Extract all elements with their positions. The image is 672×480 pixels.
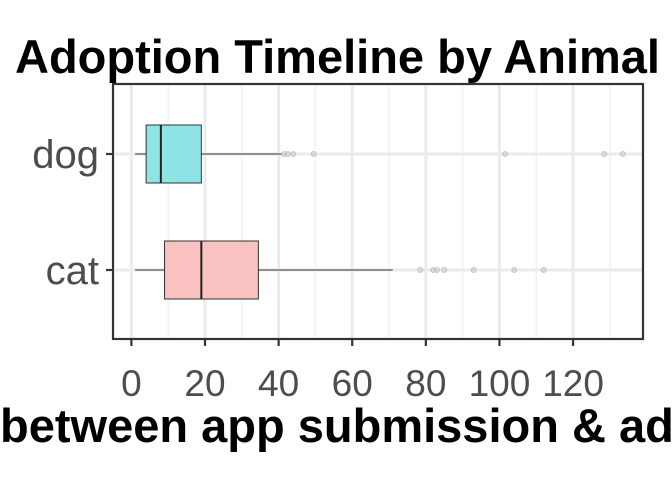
chart-title: Adoption Timeline by Animal bbox=[15, 30, 660, 83]
outlier-point bbox=[502, 151, 508, 157]
box-dog bbox=[135, 124, 626, 184]
outlier-point bbox=[433, 267, 440, 273]
outlier-point bbox=[470, 267, 477, 273]
outlier-point bbox=[511, 267, 518, 273]
outlier-point bbox=[540, 267, 547, 273]
outlier-point bbox=[310, 151, 317, 157]
x-tick-label: 60 bbox=[332, 363, 373, 404]
x-tick-label: 100 bbox=[469, 363, 531, 404]
plot-area bbox=[111, 82, 645, 341]
outlier-point bbox=[619, 151, 626, 157]
y-axis: dog cat bbox=[32, 133, 113, 293]
outlier-point bbox=[284, 151, 291, 157]
x-axis-title: Days between app submission & adoption bbox=[0, 399, 672, 452]
x-tick-label: 40 bbox=[258, 363, 299, 404]
box-cat bbox=[135, 240, 547, 300]
x-tick-label: 120 bbox=[542, 363, 604, 404]
x-tick-label: 80 bbox=[405, 363, 446, 404]
outlier-point bbox=[601, 151, 608, 157]
iqr-box bbox=[164, 240, 259, 300]
outlier-point bbox=[441, 267, 448, 273]
panel-border bbox=[111, 82, 645, 341]
x-axis: 0 20 40 60 80 100 120 bbox=[121, 339, 604, 404]
y-category-label-dog: dog bbox=[32, 133, 99, 177]
outlier-point bbox=[290, 151, 297, 157]
outlier-point bbox=[417, 267, 424, 273]
panel-background bbox=[113, 84, 643, 339]
iqr-box bbox=[145, 124, 202, 184]
x-tick-label: 20 bbox=[184, 363, 225, 404]
x-tick-label: 0 bbox=[121, 363, 142, 404]
y-category-label-cat: cat bbox=[46, 249, 99, 293]
